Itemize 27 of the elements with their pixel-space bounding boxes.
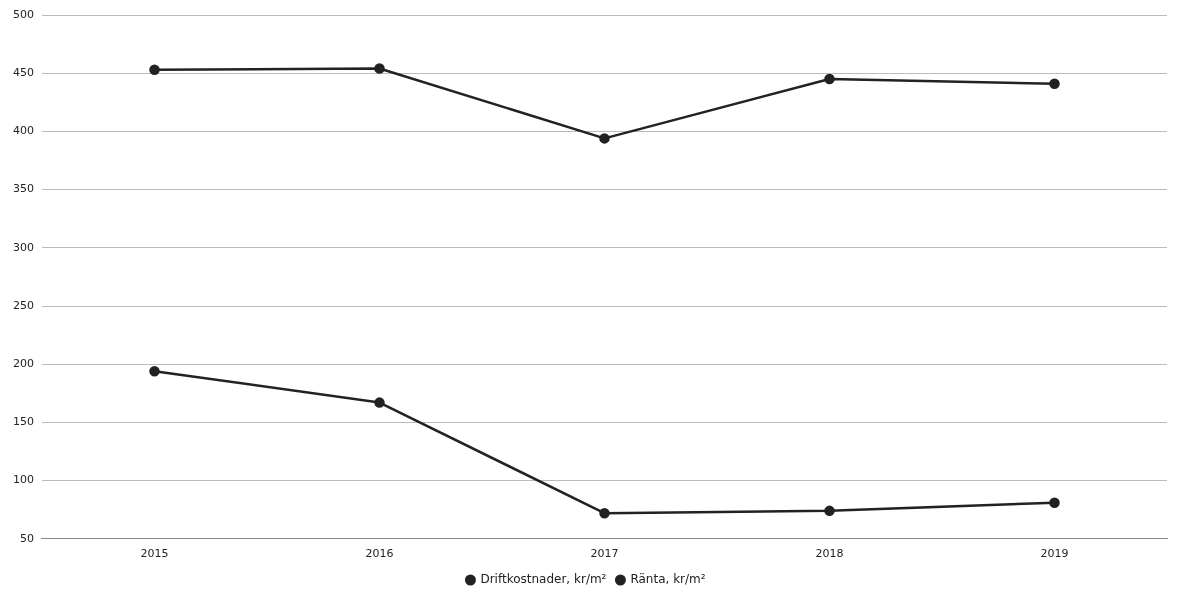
y-tick-label: 250 bbox=[13, 298, 34, 312]
point bbox=[824, 73, 835, 85]
point bbox=[599, 507, 610, 519]
y-tick-label: 300 bbox=[13, 240, 34, 254]
x-tick-label: 2016 bbox=[365, 547, 394, 561]
y-tick-label: 450 bbox=[13, 66, 34, 80]
y-tick-label: 50 bbox=[20, 531, 34, 545]
y-tick-label: 200 bbox=[13, 357, 34, 371]
legend-label: Ränta, kr/m² bbox=[630, 572, 706, 587]
x-tick-label: 2017 bbox=[590, 547, 619, 561]
y-tick-label: 500 bbox=[13, 7, 34, 21]
point bbox=[149, 64, 160, 75]
point bbox=[1049, 78, 1060, 89]
y-tick-label: 400 bbox=[13, 124, 34, 138]
point bbox=[149, 365, 160, 377]
y-tick-label: 350 bbox=[13, 182, 34, 196]
x-tick-label: 2019 bbox=[1040, 547, 1069, 561]
point bbox=[824, 505, 835, 517]
point bbox=[1049, 497, 1060, 508]
y-tick-label: 100 bbox=[13, 473, 34, 487]
legend-label: Driftkostnader, kr/m² bbox=[480, 572, 607, 587]
y-tick-label: 150 bbox=[13, 415, 34, 429]
x-tick-label: 2018 bbox=[815, 547, 844, 561]
point bbox=[374, 63, 385, 74]
point bbox=[599, 133, 610, 144]
x-tick-label: 2015 bbox=[140, 547, 169, 561]
point bbox=[374, 397, 385, 408]
